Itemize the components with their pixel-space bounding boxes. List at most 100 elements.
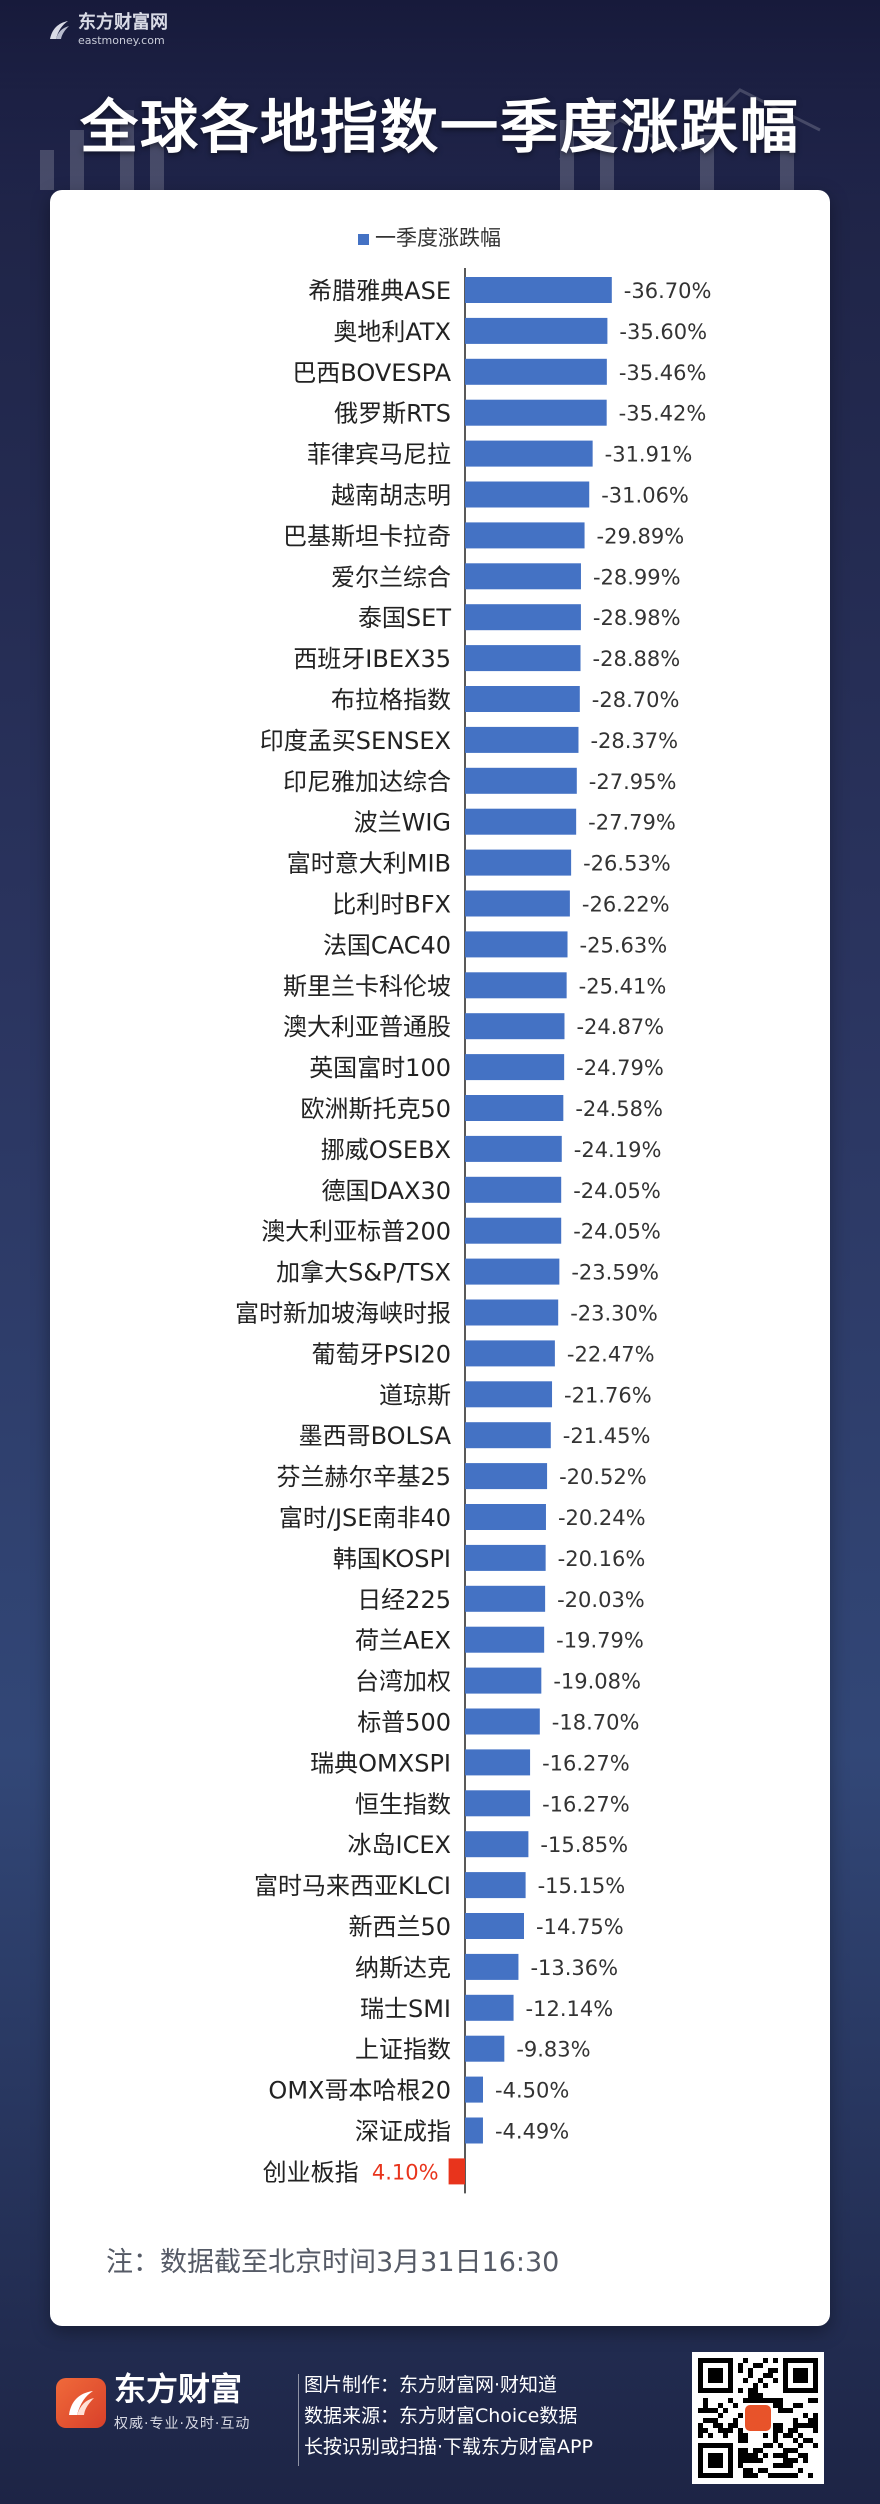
footer-brand: 东方财富 权威·专业·及时·互动 — [56, 2370, 251, 2433]
brand-name: 东方财富 — [114, 2370, 243, 2408]
value-label: -13.36% — [530, 1956, 618, 1980]
brand-slogan: 权威·专业·及时·互动 — [114, 2416, 251, 2433]
value-label: -24.19% — [574, 1138, 662, 1162]
bar — [465, 1013, 565, 1040]
bar — [465, 1626, 545, 1653]
value-label: -23.59% — [571, 1261, 659, 1285]
bar — [465, 1258, 560, 1285]
chart-card: 一季度涨跌幅 希腊雅典ASE -36.70% 奥地利ATX -35.60% 巴西BOVE… — [50, 190, 830, 2326]
value-label: -26.53% — [583, 852, 671, 876]
value-label: -24.05% — [573, 1179, 661, 1203]
credit-source: 数据来源：东方财富Choice数据 — [304, 2405, 578, 2427]
category-label: 恒生指数 — [355, 1790, 451, 1818]
bar — [465, 1872, 526, 1899]
bar — [465, 1095, 564, 1121]
bar — [465, 1176, 562, 1203]
category-label: 澳大利亚标普200 — [261, 1218, 451, 1246]
credit-maker: 图片制作：东方财富网·财知道 — [304, 2374, 558, 2396]
value-label: -20.24% — [558, 1506, 646, 1530]
category-label: 荷兰AEX — [355, 1627, 451, 1655]
value-label: -25.41% — [579, 974, 667, 998]
value-label: -16.27% — [542, 1751, 630, 1775]
value-label: -9.83% — [516, 2038, 590, 2062]
category-label: 韩国KOSPI — [333, 1545, 451, 1573]
brand-en: eastmoney.com — [78, 34, 165, 47]
bar — [465, 563, 581, 590]
bar-chart: 一季度涨跌幅 希腊雅典ASE -36.70% 奥地利ATX -35.60% 巴西BOVE… — [235, 226, 712, 2194]
bar — [465, 645, 581, 672]
category-label: 台湾加权 — [355, 1668, 451, 1696]
value-label: -21.76% — [564, 1383, 652, 1407]
category-label: 墨西哥BOLSA — [299, 1422, 452, 1450]
bar — [465, 1054, 565, 1081]
bar — [465, 890, 570, 917]
category-label: 富时意大利MIB — [287, 850, 451, 878]
bar — [465, 604, 581, 631]
value-label: -28.88% — [593, 647, 681, 671]
category-label: 奥地利ATX — [333, 318, 451, 346]
bar — [465, 1708, 540, 1735]
value-label: -35.42% — [619, 402, 707, 426]
category-label: 澳大利亚普通股 — [283, 1013, 451, 1041]
category-label: 波兰WIG — [354, 809, 451, 837]
bar — [465, 1504, 546, 1530]
category-label: 爱尔兰综合 — [331, 563, 451, 591]
category-label: 法国CAC40 — [323, 931, 451, 959]
category-label: 新西兰50 — [348, 1913, 451, 1941]
bar — [465, 849, 572, 876]
category-label: 挪威OSEBX — [321, 1136, 451, 1164]
bar — [465, 1667, 542, 1694]
value-label: -31.91% — [605, 443, 693, 467]
bar — [465, 1381, 553, 1408]
eastmoney-logo: 东方财富网 eastmoney.com — [46, 14, 168, 46]
bar — [465, 1422, 551, 1449]
category-label: 日经225 — [357, 1586, 451, 1614]
bar — [465, 440, 593, 467]
category-label: 印度孟买SENSEX — [260, 727, 451, 755]
legend-label: 一季度涨跌幅 — [375, 226, 501, 250]
value-label: -26.22% — [582, 893, 670, 917]
bar — [465, 1135, 562, 1162]
category-label: 富时新加坡海峡时报 — [235, 1300, 451, 1328]
bar — [465, 481, 590, 508]
credit-download: 长按识别或扫描·下载东方财富APP — [304, 2436, 593, 2458]
bar — [465, 1585, 546, 1612]
bar — [465, 277, 612, 303]
bar — [465, 972, 567, 999]
bar — [465, 1790, 531, 1817]
value-label: -21.45% — [563, 1424, 651, 1448]
value-label: -15.15% — [538, 1874, 626, 1898]
value-label: -16.27% — [542, 1792, 630, 1816]
value-label: -24.79% — [576, 1056, 664, 1080]
value-label: -24.87% — [576, 1015, 664, 1039]
category-label: 越南胡志明 — [331, 482, 451, 510]
value-label: -35.60% — [619, 320, 707, 344]
category-label: 标普500 — [357, 1709, 451, 1737]
category-label: 道琼斯 — [379, 1381, 451, 1409]
category-label: 希腊雅典ASE — [308, 277, 451, 305]
value-label: -14.75% — [536, 1915, 624, 1939]
category-label: 葡萄牙PSI20 — [312, 1340, 451, 1368]
category-label: 巴西BOVESPA — [292, 359, 451, 387]
category-label: 菲律宾马尼拉 — [307, 441, 451, 469]
data-note: 注：数据截至北京时间3月31日16:30 — [106, 2247, 560, 2278]
bar — [465, 1749, 531, 1776]
value-label: 4.10% — [372, 2160, 439, 2184]
bar — [465, 1953, 519, 1980]
value-label: -29.89% — [597, 524, 685, 548]
category-label: 斯里兰卡科伦坡 — [283, 972, 451, 1000]
value-label: -20.52% — [559, 1465, 647, 1489]
value-label: -36.70% — [624, 279, 712, 303]
bar — [465, 2117, 483, 2144]
value-label: -4.49% — [495, 2120, 569, 2144]
value-label: -24.05% — [573, 1220, 661, 1244]
category-label: 上证指数 — [355, 2036, 451, 2064]
brand-cn: 东方财富网 — [78, 12, 168, 33]
category-label: 纳斯达克 — [355, 1954, 451, 1982]
legend: 一季度涨跌幅 — [358, 226, 501, 250]
value-label: -12.14% — [526, 1997, 614, 2021]
qr-code-icon[interactable] — [692, 2352, 824, 2484]
header: 东方财富网 eastmoney.com 全球各地指数一季度涨跌幅 — [0, 0, 880, 200]
value-label: -28.98% — [593, 606, 681, 630]
bar — [465, 2076, 483, 2103]
